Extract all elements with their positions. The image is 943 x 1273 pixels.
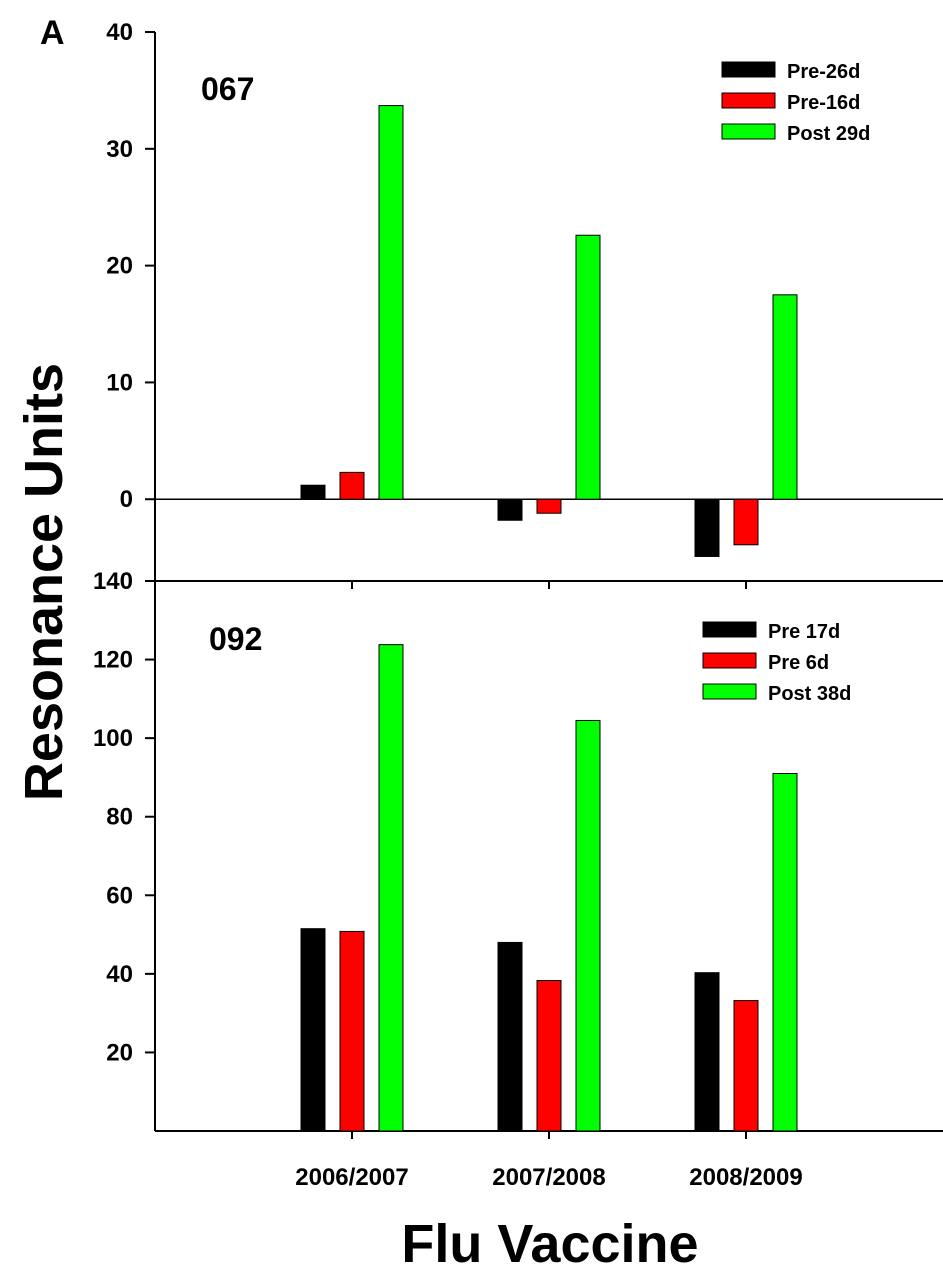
bar xyxy=(694,972,720,1132)
bar xyxy=(772,773,798,1132)
y-tick-label: 20 xyxy=(106,1039,133,1066)
x-category-label: 2006/2007 xyxy=(295,1164,408,1191)
bar xyxy=(300,928,326,1132)
y-tick-label: 120 xyxy=(93,647,133,674)
panel-label: 067 xyxy=(201,71,254,107)
legend-label: Pre 6d xyxy=(768,652,829,674)
bar xyxy=(339,471,365,500)
legend-swatch xyxy=(721,123,776,140)
x-axis-title: Flu Vaccine xyxy=(401,1214,698,1273)
bar xyxy=(536,980,562,1132)
bar xyxy=(378,105,404,500)
y-tick-label: 40 xyxy=(106,19,133,46)
panel-letter: A xyxy=(40,14,65,52)
bar xyxy=(378,644,404,1132)
y-tick-label: 30 xyxy=(106,136,133,163)
legend-label: Pre-26d xyxy=(787,61,860,83)
legend-swatch xyxy=(702,621,757,638)
legend-label: Post 38d xyxy=(768,683,851,705)
bar xyxy=(694,498,720,557)
panel-label: 092 xyxy=(209,621,262,657)
legend-label: Post 29d xyxy=(787,123,870,145)
bar xyxy=(772,294,798,500)
chart-panel-067: 0 10 20 30 40 067 Pre-26d Pre-16d Post 29d xyxy=(106,19,943,589)
y-tick-label: 140 xyxy=(93,568,133,595)
y-tick-label: 40 xyxy=(106,961,133,988)
bar xyxy=(300,484,326,500)
legend-swatch xyxy=(721,92,776,109)
legend-label: Pre-16d xyxy=(787,92,860,114)
x-category-label: 2007/2008 xyxy=(492,1164,605,1191)
y-tick-label: 100 xyxy=(93,725,133,752)
bar xyxy=(733,1000,759,1132)
bar xyxy=(575,234,601,500)
legend-swatch xyxy=(721,61,776,78)
bar xyxy=(575,719,601,1132)
y-tick-label: 10 xyxy=(106,369,133,396)
bar xyxy=(536,498,562,514)
chart-panel-092: 20 40 60 80 100 120 140 092 Pre 17d Pre 6d Post 38… xyxy=(93,568,943,1139)
bar xyxy=(497,498,523,521)
x-category-labels: 2006/2007 2007/2008 2008/2009 xyxy=(295,1164,802,1191)
legend-label: Pre 17d xyxy=(768,621,840,643)
y-tick-label: 20 xyxy=(106,253,133,280)
y-tick-label: 60 xyxy=(106,882,133,909)
legend-swatch xyxy=(702,652,757,669)
y-axis-title: Resonance Units xyxy=(14,363,74,801)
bar xyxy=(497,941,523,1132)
bar xyxy=(339,930,365,1132)
y-tick-label: 0 xyxy=(120,486,133,513)
y-tick-label: 80 xyxy=(106,804,133,831)
bar xyxy=(733,498,759,546)
x-category-label: 2008/2009 xyxy=(689,1164,802,1191)
legend-swatch xyxy=(702,683,757,700)
